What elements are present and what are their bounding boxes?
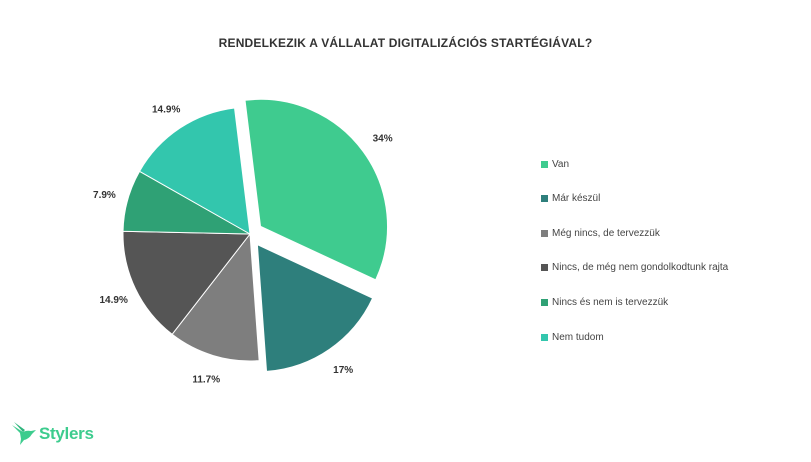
slice-label-4: 14.9% — [99, 295, 127, 306]
brand-logo: Stylers — [11, 421, 94, 447]
chart-title: RENDELKEZIK A VÁLLALAT DIGITALIZÁCIÓS ST… — [218, 36, 593, 50]
hummingbird-icon — [12, 422, 36, 445]
legend-label: Már készül — [552, 193, 601, 205]
legend-label: Még nincs, de tervezzük — [552, 227, 660, 239]
pie-slice-4 — [122, 230, 252, 336]
legend-item: Már készül — [541, 192, 600, 206]
legend-item: Még nincs, de tervezzük — [541, 226, 660, 240]
legend-label: Nincs, de még nem gondolkodtunk rajta — [552, 262, 729, 274]
legend-item: Van — [541, 157, 569, 171]
legend-swatch — [541, 160, 548, 168]
legend-swatch — [541, 229, 548, 237]
legend-label: Nincs és nem is tervezzük — [552, 296, 669, 308]
slice-label-3: 11.7% — [192, 375, 220, 386]
legend-swatch — [541, 195, 548, 203]
slice-label-5: 7.9% — [93, 190, 116, 201]
pie-slice-3 — [171, 232, 260, 362]
legend-label: Nem tudom — [552, 331, 604, 343]
slice-label-1: 34% — [373, 134, 393, 145]
pie-slice-1 — [244, 98, 389, 281]
pie-slice-2 — [256, 243, 374, 372]
legend-swatch — [541, 264, 548, 272]
legend-item: Nincs, de még nem gondolkodtunk rajta — [541, 261, 728, 275]
slice-label-2: 17% — [333, 365, 353, 376]
pie-slice-6 — [138, 107, 251, 235]
slice-label-6: 14.9% — [152, 104, 180, 115]
brand-name: Stylers — [39, 424, 94, 443]
legend-item: Nem tudom — [541, 330, 604, 344]
legend-label: Van — [552, 158, 570, 170]
legend-swatch — [541, 333, 548, 341]
legend-item: Nincs és nem is tervezzük — [541, 295, 668, 309]
legend-swatch — [541, 298, 548, 306]
